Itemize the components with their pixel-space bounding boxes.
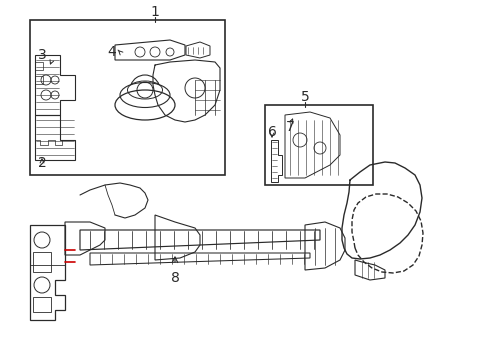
Bar	[35, 62, 43, 70]
Text: 2: 2	[38, 156, 47, 170]
Text: 3: 3	[38, 48, 47, 62]
Bar	[265, 105, 373, 185]
Bar	[33, 297, 51, 312]
Bar	[35, 76, 43, 84]
Bar	[33, 252, 51, 272]
Text: 1: 1	[150, 5, 159, 19]
Text: 6: 6	[268, 125, 276, 139]
Text: 5: 5	[301, 90, 309, 104]
Text: 7: 7	[286, 120, 294, 134]
Text: 4: 4	[108, 45, 117, 59]
Bar	[30, 20, 225, 175]
Text: 8: 8	[171, 271, 179, 285]
